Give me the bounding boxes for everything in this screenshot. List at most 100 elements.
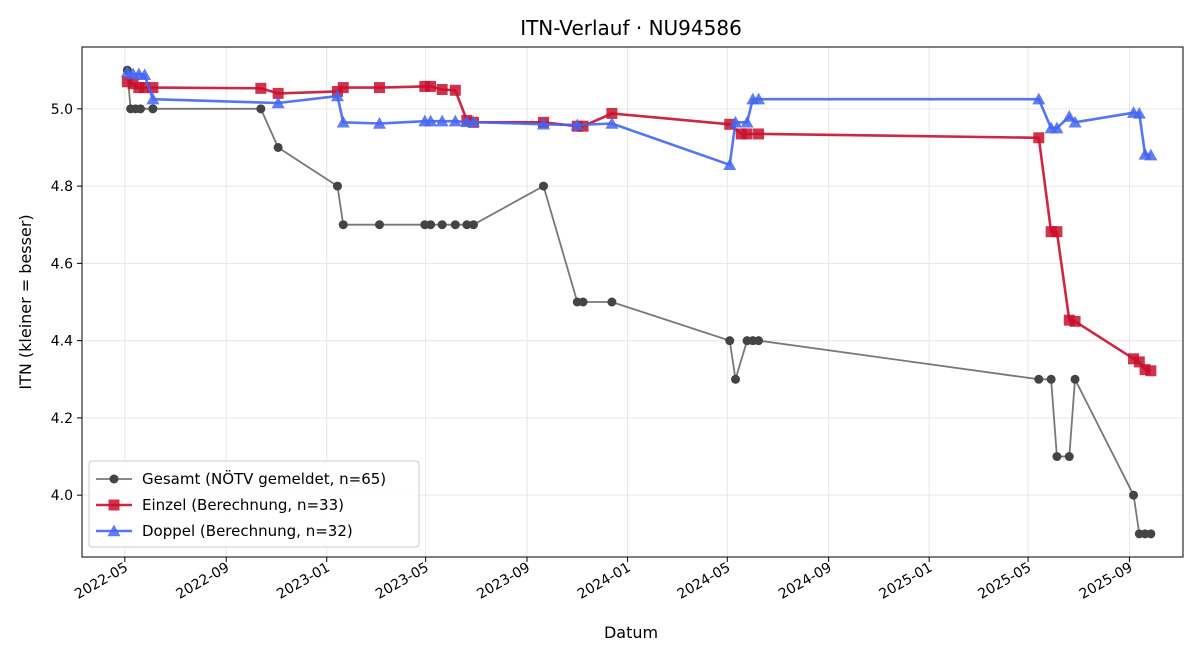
data-point-einzel <box>1063 314 1075 326</box>
data-point-einzel <box>255 82 267 94</box>
x-tick-label: 2025-05 <box>975 560 1034 603</box>
data-point-einzel <box>735 128 747 140</box>
data-point-doppel <box>1062 110 1076 122</box>
series-doppel <box>120 65 1158 171</box>
data-point-einzel <box>1133 356 1145 368</box>
data-point-einzel <box>1139 364 1151 376</box>
data-point-einzel <box>753 128 765 140</box>
data-point-gesamt <box>1034 374 1044 384</box>
chart-title: ITN-Verlauf · NU94586 <box>520 16 742 40</box>
y-tick-label: 4.4 <box>51 334 73 350</box>
data-point-gesamt <box>273 142 283 152</box>
data-point-einzel <box>374 82 386 94</box>
data-point-gesamt <box>607 297 617 307</box>
x-axis-title: Datum <box>604 623 658 642</box>
data-point-gesamt <box>136 104 146 114</box>
data-point-doppel <box>336 115 350 128</box>
data-point-gesamt <box>1146 529 1156 539</box>
y-tick-label: 4.6 <box>51 256 73 272</box>
data-point-doppel <box>138 68 152 81</box>
legend-label: Doppel (Berechnung, n=32) <box>142 522 353 540</box>
data-point-gesamt <box>375 220 385 230</box>
data-point-gesamt <box>538 181 548 191</box>
data-point-doppel <box>1132 106 1146 119</box>
data-point-doppel <box>424 114 438 127</box>
data-point-einzel <box>1145 365 1157 377</box>
data-point-doppel <box>752 92 766 105</box>
legend-item-doppel: Doppel (Berechnung, n=32) <box>96 522 353 540</box>
y-tick-label: 4.2 <box>51 411 73 427</box>
data-point-einzel <box>337 82 349 94</box>
x-tick-label: 2023-01 <box>274 560 333 603</box>
data-point-gesamt <box>462 220 472 230</box>
series-line-gesamt <box>126 70 1151 535</box>
data-point-doppel <box>271 96 285 109</box>
legend-label: Gesamt (NÖTV gemeldet, n=65) <box>142 469 386 488</box>
x-tick-label: 2024-01 <box>575 560 634 603</box>
data-point-einzel <box>436 84 448 95</box>
data-point-doppel <box>570 118 584 131</box>
data-point-doppel <box>729 115 743 128</box>
data-point-doppel <box>740 115 754 128</box>
data-point-einzel <box>1045 226 1057 238</box>
data-point-gesamt <box>1129 490 1139 500</box>
data-point-einzel <box>272 87 284 99</box>
series-layer <box>120 65 1158 539</box>
data-point-einzel <box>1069 315 1081 327</box>
y-tick-label: 4.0 <box>51 488 73 504</box>
data-point-einzel <box>741 128 753 140</box>
series-gesamt <box>122 65 1156 539</box>
data-point-einzel <box>449 84 461 96</box>
legend-marker <box>108 499 120 511</box>
data-point-doppel <box>1068 115 1082 128</box>
data-point-doppel <box>1144 148 1158 161</box>
legend-item-gesamt: Gesamt (NÖTV gemeldet, n=65) <box>96 469 386 488</box>
data-point-einzel <box>606 107 618 119</box>
legend-item-einzel: Einzel (Berechnung, n=33) <box>96 496 344 514</box>
legend-marker <box>109 474 119 484</box>
x-tick-label: 2025-09 <box>1077 560 1136 603</box>
legend-label: Einzel (Berechnung, n=33) <box>142 496 344 514</box>
data-point-einzel <box>425 80 437 92</box>
y-axis-title: ITN (kleiner = besser) <box>16 214 35 389</box>
data-point-doppel <box>1050 121 1064 134</box>
data-point-gesamt <box>578 297 588 307</box>
legend: Gesamt (NÖTV gemeldet, n=65) Einzel (Bere… <box>88 460 420 548</box>
data-point-gesamt <box>332 181 342 191</box>
series-einzel <box>121 76 1157 377</box>
data-point-gesamt <box>256 104 266 114</box>
data-point-gesamt <box>754 336 764 346</box>
data-point-einzel <box>147 82 159 94</box>
data-point-einzel <box>127 78 139 90</box>
data-point-doppel <box>435 114 449 127</box>
data-point-gesamt <box>468 220 478 230</box>
data-point-doppel <box>723 158 737 171</box>
y-tick-label: 5.0 <box>51 102 73 118</box>
x-tick-label: 2025-01 <box>877 560 936 603</box>
data-point-gesamt <box>731 374 741 384</box>
data-point-doppel <box>466 115 480 128</box>
data-point-einzel <box>121 76 133 88</box>
data-point-gesamt <box>1070 374 1080 384</box>
y-axis: 4.0 4.2 4.4 4.6 4.8 5.0 <box>51 102 82 504</box>
data-point-einzel <box>133 82 145 94</box>
data-point-gesamt <box>450 220 460 230</box>
x-tick-label: 2023-09 <box>474 560 533 603</box>
data-point-gesamt <box>148 104 158 114</box>
data-point-gesamt <box>1064 452 1074 462</box>
data-point-einzel <box>419 80 431 92</box>
data-point-doppel <box>330 89 344 102</box>
data-point-einzel <box>724 118 736 130</box>
data-point-gesamt <box>1046 374 1056 384</box>
data-point-einzel <box>1128 353 1140 365</box>
x-tick-label: 2022-09 <box>174 560 233 603</box>
series-line-einzel <box>126 80 1152 373</box>
data-point-einzel <box>577 120 589 132</box>
x-tick-label: 2022-05 <box>72 560 131 603</box>
data-point-einzel <box>1033 132 1045 144</box>
data-point-einzel <box>139 82 151 94</box>
data-point-doppel <box>373 117 387 129</box>
data-point-gesamt <box>426 220 436 230</box>
data-point-doppel <box>1032 92 1046 105</box>
data-point-doppel <box>605 117 619 129</box>
